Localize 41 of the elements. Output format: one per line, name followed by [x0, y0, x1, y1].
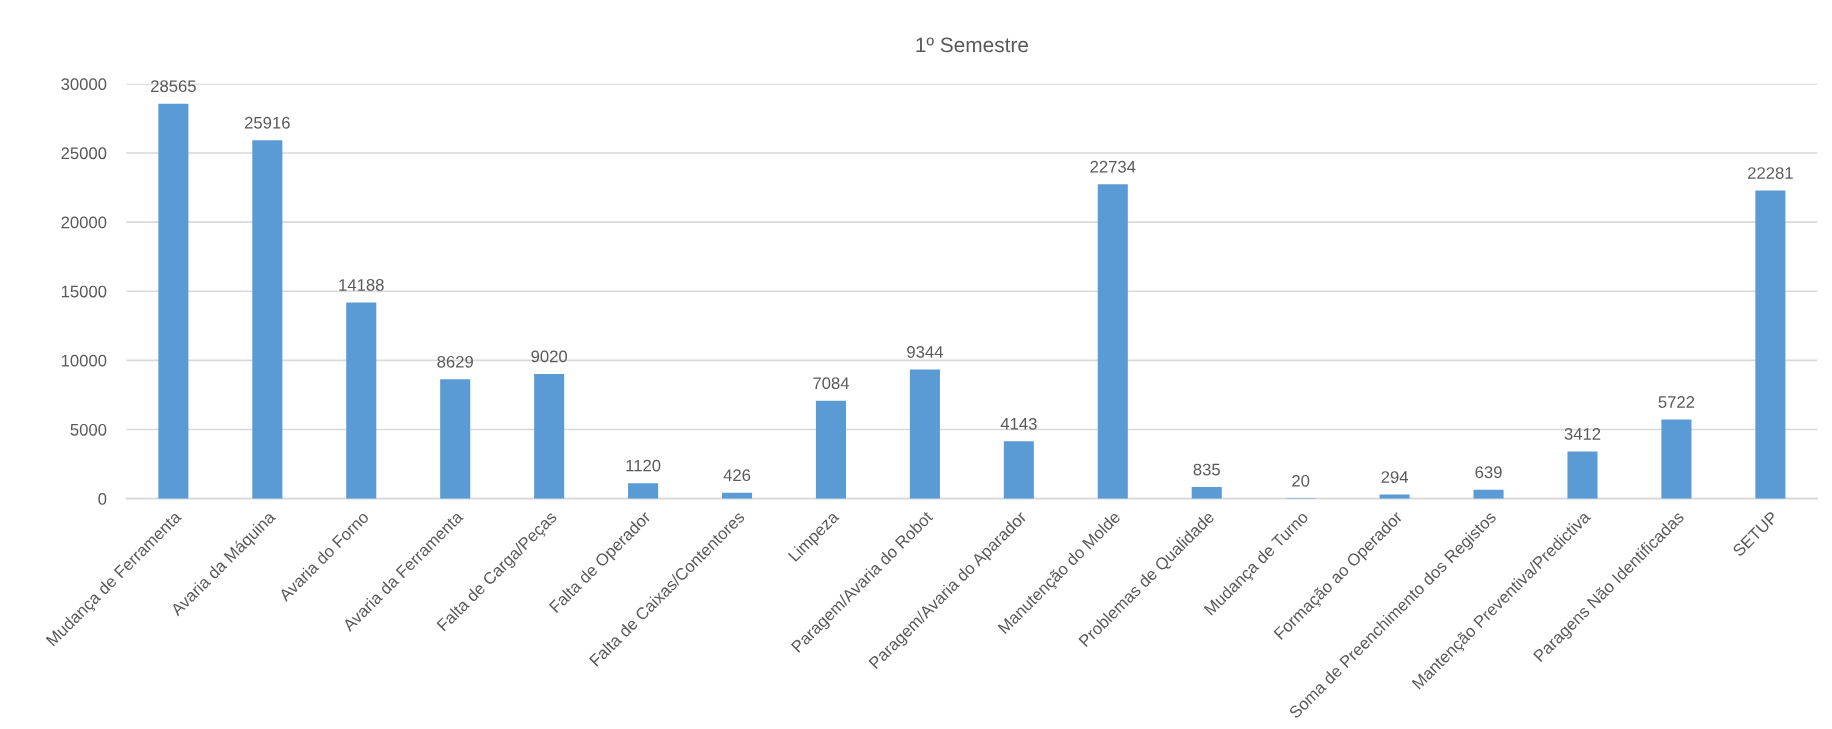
data-label: 8629	[437, 355, 473, 368]
data-label: 5722	[1658, 396, 1695, 408]
y-tick-label: 0	[98, 493, 107, 505]
bar	[1755, 190, 1786, 499]
data-label: 1120	[626, 459, 661, 472]
bar	[158, 103, 189, 499]
bar	[1473, 489, 1504, 499]
y-tick-label: 15000	[61, 285, 107, 298]
data-label: 7084	[813, 377, 850, 390]
bar	[628, 483, 659, 499]
bar	[440, 379, 471, 499]
data-label: 25916	[244, 116, 290, 129]
data-label: 22281	[1748, 167, 1793, 179]
data-label: 9020	[531, 350, 568, 363]
y-tick-label: 10000	[61, 354, 107, 367]
data-label: 4143	[1000, 417, 1037, 430]
data-label: 639	[1475, 466, 1502, 479]
bar	[815, 400, 846, 499]
bar	[1661, 419, 1692, 499]
data-label: 294	[1381, 471, 1409, 483]
y-tick-label: 20000	[61, 216, 107, 229]
bar	[909, 369, 940, 499]
bar	[1191, 487, 1222, 499]
bar	[1003, 441, 1034, 499]
data-label: 3412	[1564, 428, 1601, 440]
data-label: 28565	[151, 80, 196, 93]
data-label: 20	[1292, 474, 1310, 487]
y-tick-label: 25000	[61, 147, 107, 160]
chart-title: 1º Semestre	[916, 37, 1029, 53]
y-tick-label: 5000	[70, 423, 107, 436]
data-label: 22734	[1090, 160, 1136, 173]
bar	[252, 140, 283, 499]
bar	[1097, 184, 1128, 499]
y-tick-label: 30000	[61, 78, 107, 91]
bar	[1567, 451, 1598, 499]
bar	[346, 302, 377, 499]
data-label: 9344	[907, 346, 943, 358]
bar	[534, 373, 565, 499]
data-label: 835	[1193, 463, 1220, 476]
data-label: 426	[723, 469, 751, 482]
data-label: 14188	[339, 279, 384, 291]
